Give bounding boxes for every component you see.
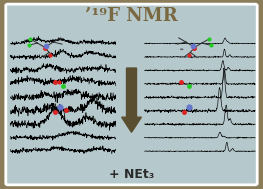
Text: ’¹⁹F NMR: ’¹⁹F NMR xyxy=(85,7,178,25)
Text: + NEt₃: + NEt₃ xyxy=(109,168,154,181)
FancyArrow shape xyxy=(122,68,141,132)
